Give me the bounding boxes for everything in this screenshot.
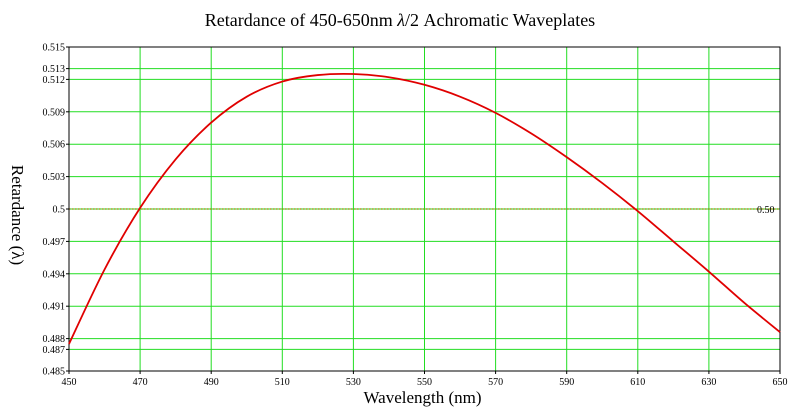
x-tick-label: 630 (701, 377, 716, 388)
x-tick-label: 590 (559, 377, 574, 388)
y-tick-label: 0.487 (43, 345, 66, 356)
title-prefix: Retardance of 450-650nm (204, 10, 398, 30)
x-tick-labels: 450 470 490 510 530 550 570 590 610 630 650 (62, 371, 788, 388)
x-axis-label: Wavelength (nm) (363, 388, 482, 407)
y-tick-label: 0.491 (43, 302, 66, 313)
y-tick-label: 0.488 (43, 334, 66, 345)
y-tick-label: 0.512 (43, 75, 66, 86)
reference-line-label: 0.50 (757, 205, 775, 216)
x-tick-label: 510 (275, 377, 290, 388)
x-tick-label: 610 (630, 377, 645, 388)
title-suffix: /2 Achromatic Waveplates (405, 10, 596, 30)
y-tick-label: 0.497 (43, 237, 66, 248)
x-tick-label: 470 (133, 377, 148, 388)
y-tick-label: 0.506 (43, 140, 66, 151)
y-tick-label: 0.5 (53, 205, 66, 216)
x-tick-label: 550 (417, 377, 432, 388)
x-tick-label: 570 (488, 377, 503, 388)
x-tick-label: 450 (62, 377, 77, 388)
y-tick-label: 0.485 (43, 367, 66, 378)
chart-title: Retardance of 450-650nm λ/2 Achromatic W… (0, 10, 800, 31)
y-tick-label: 0.494 (43, 269, 66, 280)
y-tick-label: 0.503 (43, 172, 66, 183)
x-tick-label: 650 (773, 377, 788, 388)
x-tick-label: 490 (204, 377, 219, 388)
y-tick-label: 0.513 (43, 64, 66, 75)
x-tick-label: 530 (346, 377, 361, 388)
y-tick-label: 0.509 (43, 107, 66, 118)
y-tick-label: 0.515 (43, 43, 66, 54)
title-lambda: λ (397, 10, 406, 30)
retardance-curve (68, 72, 781, 345)
